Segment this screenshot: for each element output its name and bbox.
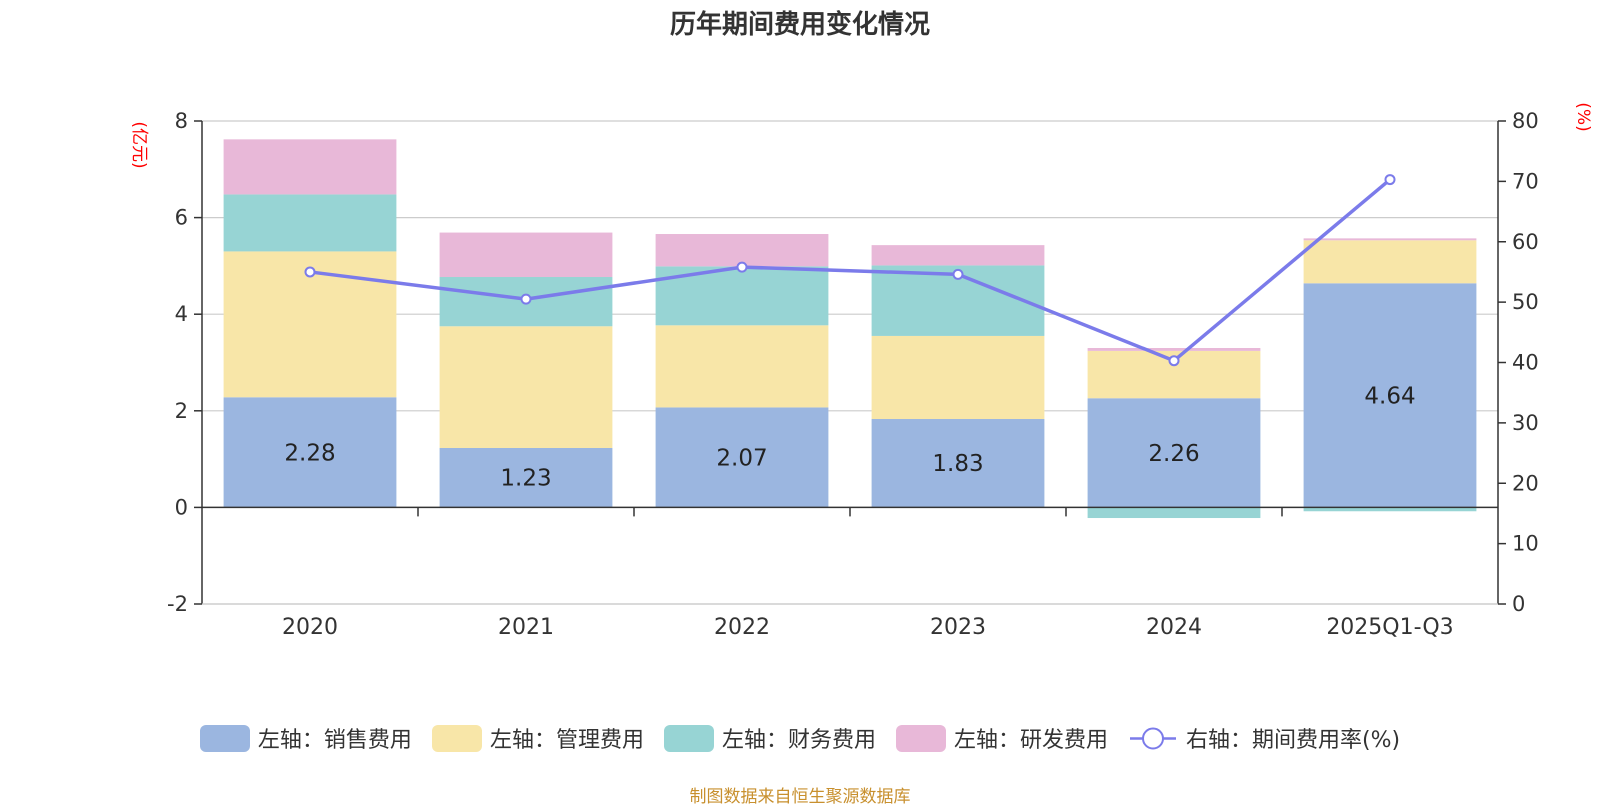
legend-item[interactable]: 左轴：财务费用: [663, 722, 876, 754]
legend-marker: [1141, 727, 1164, 749]
bar-segment: [871, 245, 1045, 266]
chart-title: 历年期间费用变化情况: [669, 10, 930, 40]
bar-segment: [1303, 240, 1477, 284]
bar-segment: [1303, 507, 1477, 512]
x-axis-tick-label: 2025Q1-Q3: [1326, 615, 1453, 640]
x-axis-tick-label: 2020: [282, 615, 338, 640]
bars-layer: [223, 139, 1477, 519]
bar-segment: [871, 335, 1045, 420]
legend-item[interactable]: 右轴：期间费用率(%): [1128, 722, 1400, 754]
data-source-note: 制图数据来自恒生聚源数据库: [689, 787, 911, 807]
right-axis-unit-label: (%): [1573, 102, 1593, 131]
bar-data-label: 2.07: [716, 445, 767, 471]
right-axis-tick-label: 10: [1512, 532, 1539, 556]
right-axis-tick-label: 80: [1512, 109, 1539, 133]
x-axis-tick-label: 2021: [498, 615, 554, 640]
right-axis-tick-label: 0: [1512, 592, 1525, 616]
legend-label: 左轴：管理费用: [489, 728, 644, 753]
bar-segment: [439, 326, 613, 448]
legend-label: 右轴：期间费用率(%): [1185, 728, 1401, 753]
legend-swatch: [895, 724, 946, 752]
legend-label: 左轴：销售费用: [257, 728, 412, 753]
expense-rate-point: [1168, 355, 1180, 367]
expense-rate-point: [520, 293, 532, 305]
legend-label: 左轴：财务费用: [721, 728, 876, 753]
expense-rate-point: [1384, 174, 1396, 186]
line-layer: [304, 174, 1396, 367]
bar-segment: [1303, 283, 1477, 508]
bar-data-label: 1.83: [932, 451, 983, 477]
bar-segment: [439, 447, 613, 508]
bar-data-label: 2.26: [1148, 441, 1199, 467]
left-axis-tick-label: -2: [167, 592, 188, 616]
left-axis-tick-label: 6: [175, 206, 188, 230]
right-axis-tick-label: 30: [1512, 411, 1539, 435]
bar-segment: [223, 194, 397, 252]
x-axis-tick-label: 2023: [930, 615, 986, 640]
left-axis-tick-label: 4: [175, 302, 188, 326]
legend-line-swatch: [1129, 727, 1176, 749]
right-axis-tick-label: 70: [1512, 169, 1539, 193]
labels-layer: 2.28 1.23 2.07 1.83 2.26 4.64: [284, 383, 1415, 491]
bar-segment: [655, 234, 829, 267]
bar-data-label: 1.23: [500, 466, 551, 492]
bar-segment: [439, 232, 613, 278]
bar-segment: [1303, 238, 1477, 241]
right-axis-tick-label: 20: [1512, 471, 1539, 495]
expense-rate-point: [952, 268, 964, 280]
bar-segment: [655, 325, 829, 408]
bar-segment: [223, 397, 397, 508]
legend-item[interactable]: 左轴：销售费用: [199, 722, 412, 754]
bar-segment: [1087, 348, 1261, 351]
bar-data-label: 4.64: [1364, 383, 1415, 409]
bar-segment: [1087, 398, 1261, 508]
bar-data-label: 2.28: [284, 440, 335, 466]
right-axis-tick-label: 40: [1512, 351, 1539, 375]
legend-item[interactable]: 左轴：研发费用: [895, 722, 1108, 754]
bar-segment: [655, 407, 829, 508]
x-axis-tick-label: 2022: [714, 615, 770, 640]
bar-segment: [1087, 507, 1261, 519]
left-axis-tick-label: 2: [175, 399, 188, 423]
legend: 左轴：销售费用 左轴：管理费用 左轴：财务费用 左轴：研发费用 右轴：期间费用率(%): [0, 722, 1600, 754]
legend-swatch: [199, 724, 250, 752]
left-axis-unit-label: (亿元): [129, 121, 149, 168]
right-axis-tick-label: 50: [1512, 290, 1539, 314]
legend-swatch: [663, 724, 714, 752]
legend-label: 左轴：研发费用: [953, 728, 1108, 753]
x-axis-tick-label: 2024: [1146, 615, 1202, 640]
expense-rate-point: [736, 261, 748, 273]
legend-item[interactable]: 左轴：管理费用: [431, 722, 644, 754]
expense-rate-point: [304, 266, 316, 278]
bar-segment: [871, 419, 1045, 508]
legend-swatch: [431, 724, 482, 752]
right-axis-tick-label: 60: [1512, 230, 1539, 254]
bar-segment: [223, 139, 397, 195]
left-axis-tick-label: 0: [175, 495, 188, 519]
expense-rate-line: [309, 178, 1392, 363]
left-axis-tick-label: 8: [175, 109, 188, 133]
